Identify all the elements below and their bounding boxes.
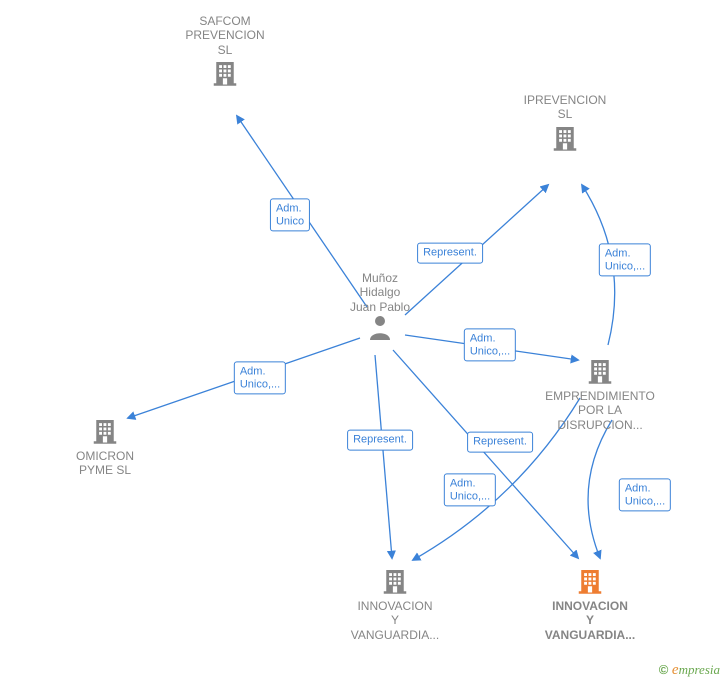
node-label: IPREVENCION SL	[524, 93, 607, 121]
company-icon	[340, 565, 450, 595]
edge-label: Represent.	[467, 432, 533, 453]
node-label: OMICRON PYME SL	[76, 449, 134, 477]
edge-label: Represent.	[347, 430, 413, 451]
node-label: INNOVACION Y VANGUARDIA...	[545, 599, 635, 642]
person-node[interactable]: Muñoz Hidalgo Juan Pablo	[340, 271, 420, 344]
node-label: Muñoz Hidalgo Juan Pablo	[350, 271, 410, 314]
edge-label: Adm. Unico,...	[599, 243, 651, 276]
edge	[588, 420, 612, 558]
company-icon	[510, 122, 620, 152]
node-label: INNOVACION Y VANGUARDIA...	[351, 599, 439, 642]
company-icon	[175, 57, 275, 87]
edge-label: Adm. Unico,...	[619, 478, 671, 511]
edge-label: Adm. Unico,...	[464, 328, 516, 361]
company-node[interactable]: INNOVACION Y VANGUARDIA...	[340, 565, 450, 642]
node-label: EMPRENDIMIENTO POR LA DISRUPCION...	[545, 389, 655, 432]
edge-label: Adm. Unico,...	[444, 473, 496, 506]
edge-label: Represent.	[417, 243, 483, 264]
company-icon	[535, 565, 645, 595]
brand: empresia	[672, 662, 720, 677]
company-node[interactable]: SAFCOM PREVENCION SL	[175, 14, 275, 91]
footer: © empresia	[659, 662, 720, 679]
company-node[interactable]: IPREVENCION SL	[510, 93, 620, 156]
diagram-canvas: Muñoz Hidalgo Juan Pablo SAFCOM PREVENCI…	[0, 0, 728, 685]
company-icon	[60, 415, 150, 445]
person-icon	[340, 314, 420, 340]
company-node[interactable]: EMPRENDIMIENTO POR LA DISRUPCION...	[530, 355, 670, 432]
company-icon	[530, 355, 670, 385]
company-node[interactable]: INNOVACION Y VANGUARDIA...	[535, 565, 645, 642]
edge	[375, 355, 392, 558]
node-label: SAFCOM PREVENCION SL	[185, 14, 264, 57]
copyright-symbol: ©	[659, 662, 669, 677]
edge-label: Adm. Unico	[270, 198, 310, 231]
company-node[interactable]: OMICRON PYME SL	[60, 415, 150, 478]
edge-label: Adm. Unico,...	[234, 361, 286, 394]
